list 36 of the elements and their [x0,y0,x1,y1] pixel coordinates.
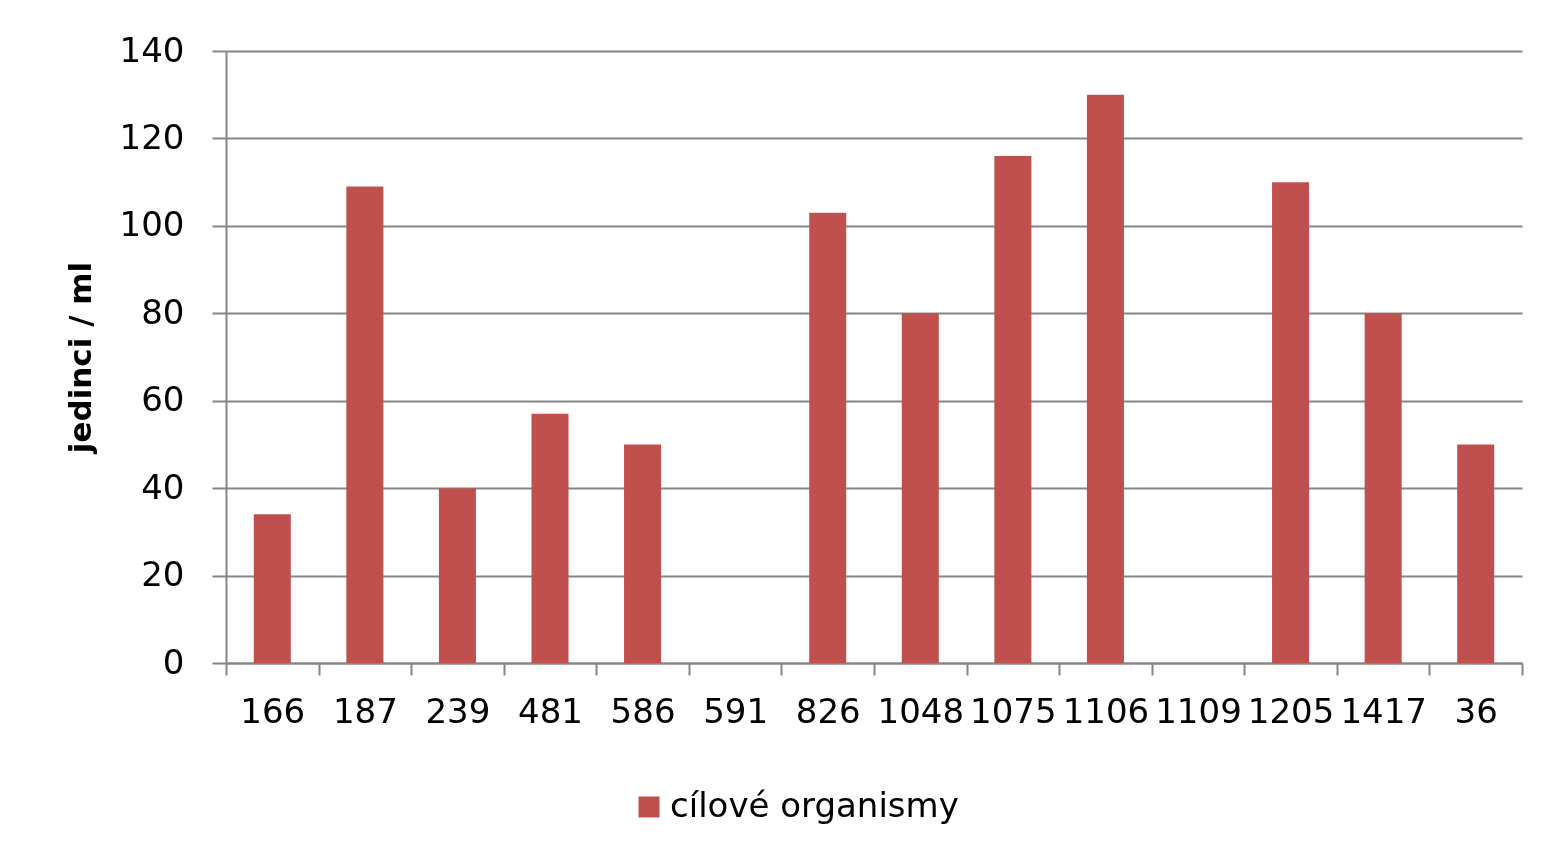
y-tick-label: 0 [162,641,185,682]
bar [994,155,1032,663]
bar [624,444,662,663]
x-tick-label: 1048 [877,690,965,731]
y-tick-label: 60 [141,379,185,420]
bar [346,186,384,663]
bar [1086,94,1124,663]
x-tick-label: 1106 [1062,690,1150,731]
x-tick-label: 239 [425,690,491,731]
x-tick-label: 1205 [1247,690,1335,731]
bar [1457,444,1495,663]
bar [438,488,476,663]
x-tick-label: 1075 [970,690,1057,731]
legend-label: cílové organismy [670,785,959,825]
x-tick-label: 36 [1454,690,1498,731]
x-tick-label: 166 [240,690,306,731]
y-tick-label: 40 [141,466,185,507]
y-tick-label: 140 [119,29,185,70]
x-tick-label: 1109 [1155,690,1242,731]
bar [531,413,569,663]
x-tick-label: 1417 [1340,690,1427,731]
y-tick-label: 100 [119,204,185,245]
y-tick-label: 80 [141,291,185,332]
x-tick-label: 481 [518,690,583,731]
bar [1364,313,1402,663]
x-tick-label: 591 [703,690,769,731]
bar [809,212,847,663]
x-tick-label: 187 [332,690,398,731]
bar [253,514,291,663]
y-tick-label: 120 [119,116,185,157]
y-tick-label: 20 [141,554,185,595]
bar [1272,182,1310,663]
x-tick-label: 826 [795,690,861,731]
bar [901,313,939,663]
y-axis-title: jedinci / ml [61,261,98,456]
x-tick-label: 586 [610,690,676,731]
